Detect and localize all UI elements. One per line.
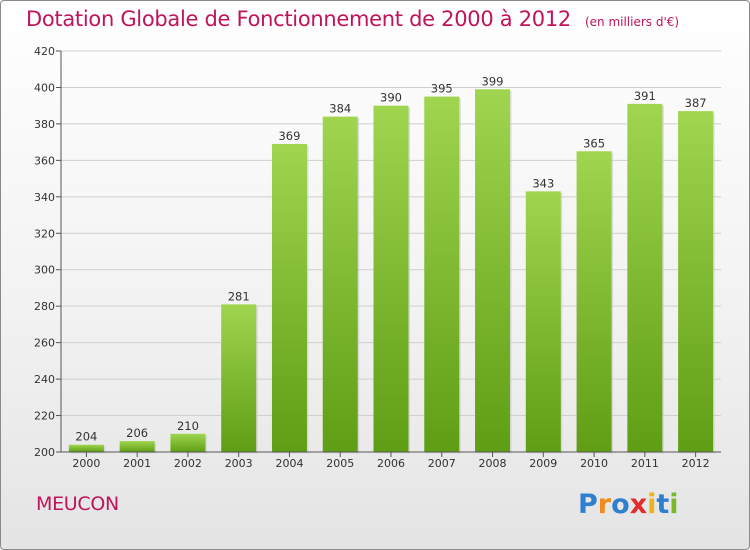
bar	[525, 191, 561, 452]
logo-letter: t	[656, 489, 670, 520]
bar-value-label: 399	[482, 74, 504, 88]
y-tick-label: 400	[34, 81, 55, 94]
y-tick-label: 220	[34, 410, 55, 423]
place-name: MEUCON	[36, 493, 119, 515]
logo-letter: i	[669, 489, 679, 520]
y-tick-label: 240	[34, 373, 55, 386]
chart-title-text: Dotation Globale de Fonctionnement de 20…	[26, 7, 571, 31]
x-tick-label: 2004	[275, 457, 303, 470]
bar-value-label: 281	[228, 289, 250, 303]
logo-letter: x	[629, 489, 648, 520]
data-labels: 204 206 210 281 369 384 390 395 399 343 365 391 387	[75, 74, 706, 443]
logo-letter: i	[647, 489, 657, 520]
bar	[475, 89, 511, 452]
chart-title: Dotation Globale de Fonctionnement de 20…	[26, 7, 679, 31]
x-tick-label: 2009	[529, 457, 557, 470]
y-tick-label: 380	[34, 118, 55, 131]
y-tick-label: 320	[34, 227, 55, 240]
bar	[576, 151, 612, 452]
x-tick-label: 2000	[72, 457, 100, 470]
chart-unit-label: (en milliers d'€)	[584, 15, 680, 29]
bar-value-label: 387	[685, 96, 707, 110]
x-tick-label: 2011	[631, 457, 659, 470]
y-tick-label: 300	[34, 264, 55, 277]
bar-value-label: 391	[634, 89, 656, 103]
bars	[68, 89, 715, 454]
bar	[373, 105, 409, 452]
bar	[221, 304, 257, 452]
bar-value-label: 343	[532, 176, 554, 190]
logo-letter: r	[597, 489, 612, 520]
proxiti-logo[interactable]: Proxiti	[578, 489, 679, 520]
bar	[271, 143, 307, 452]
bar	[322, 116, 358, 453]
bar	[68, 444, 104, 452]
x-tick-label: 2010	[580, 457, 608, 470]
y-axis: 200 220 240 260 280 300 320 340 360 380 400 420	[34, 45, 62, 459]
bar	[119, 441, 155, 452]
y-tick-label: 420	[34, 45, 55, 58]
bar	[627, 103, 663, 452]
bar-value-label: 384	[329, 102, 351, 116]
bar-value-label: 395	[431, 82, 453, 96]
bar	[424, 96, 460, 453]
x-tick-label: 2002	[174, 457, 202, 470]
logo-letter: P	[578, 489, 598, 520]
bar-value-label: 365	[583, 136, 605, 150]
bar	[678, 111, 714, 453]
x-tick-label: 2006	[377, 457, 405, 470]
x-axis: 2000 2001 2002 2003 2004 2005 2006 2007 2008 2009…	[61, 451, 721, 470]
x-tick-label: 2003	[225, 457, 253, 470]
logo-letter: o	[611, 489, 630, 520]
bar-value-label: 204	[75, 430, 97, 444]
bar-value-label: 206	[126, 426, 148, 440]
y-tick-label: 280	[34, 300, 55, 313]
x-tick-label: 2012	[682, 457, 710, 470]
y-tick-label: 200	[34, 446, 55, 459]
y-tick-label: 360	[34, 154, 55, 167]
x-tick-label: 2001	[123, 457, 151, 470]
bar	[170, 433, 206, 452]
y-tick-label: 340	[34, 191, 55, 204]
x-tick-label: 2008	[479, 457, 507, 470]
bar-value-label: 390	[380, 91, 402, 105]
x-tick-label: 2005	[326, 457, 354, 470]
x-tick-label: 2007	[428, 457, 456, 470]
bar-value-label: 210	[177, 419, 199, 433]
y-tick-label: 260	[34, 337, 55, 350]
bar-value-label: 369	[278, 129, 300, 143]
